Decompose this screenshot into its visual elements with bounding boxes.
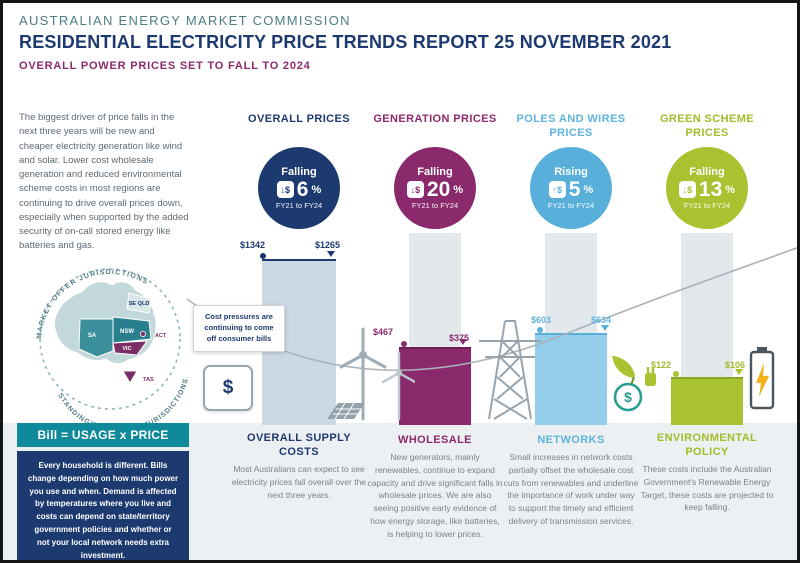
bill-note: Every household is different. Bills chan… bbox=[17, 451, 189, 560]
region-se-qld bbox=[126, 292, 152, 314]
region-vic bbox=[112, 340, 149, 356]
percent-value: 20 bbox=[426, 178, 451, 201]
svg-text:$: $ bbox=[624, 389, 632, 405]
arc-bottom-label: STANDING/REGULATED JURISDICTIONS bbox=[56, 377, 190, 425]
section-overall-supply-costs: OVERALL SUPPLY COSTS bbox=[246, 432, 351, 459]
section-networks: NETWORKS bbox=[537, 434, 605, 446]
region-sa bbox=[78, 318, 114, 358]
wholesale-start-value: $467 bbox=[373, 327, 394, 337]
dollar-arrow-up-icon: ↑ $ bbox=[548, 181, 566, 198]
lightning-bolt-icon bbox=[756, 363, 769, 397]
start-marker-dot bbox=[401, 341, 407, 347]
overall-end-value: $1265 bbox=[315, 240, 341, 250]
end-marker-arrow bbox=[735, 369, 743, 375]
section-environmental-policy: ENVIRONMENTAL POLICY bbox=[656, 432, 758, 459]
label-sa: SA bbox=[88, 333, 97, 339]
dashed-circle bbox=[39, 268, 181, 410]
column-title-overall: OVERALL PRICES bbox=[248, 113, 350, 125]
dollar-arrow-down-icon: ↓ $ bbox=[276, 181, 294, 198]
dollar-scroll-icon: $ bbox=[203, 365, 253, 411]
direction-label: Falling bbox=[417, 166, 453, 178]
section-wholesale: WHOLESALE bbox=[398, 434, 472, 446]
label-se-qld: SE QLD bbox=[129, 301, 150, 307]
ev-charging-icon: $ bbox=[612, 356, 656, 412]
column-title-poles: POLES AND WIRES PRICES bbox=[516, 113, 626, 139]
label-nsw: NSW bbox=[120, 329, 134, 335]
solar-panel-icon bbox=[327, 402, 365, 420]
start-marker-dot bbox=[537, 327, 543, 333]
start-marker-dot bbox=[673, 371, 679, 377]
body-environment: These costs include the Australian Gover… bbox=[640, 464, 774, 513]
body-wholesale: New generators, mainly renewables, conti… bbox=[367, 452, 503, 539]
column-title-generation: GENERATION PRICES bbox=[373, 113, 497, 125]
org-name: AUSTRALIAN ENERGY MARKET COMMISSION bbox=[19, 13, 351, 28]
environment-start-value: $122 bbox=[651, 360, 672, 370]
wind-solar-icon bbox=[327, 327, 415, 421]
body-networks: Small increases in network costs partial… bbox=[503, 452, 639, 526]
column-title-green: GREEN SCHEME PRICES bbox=[659, 113, 755, 139]
networks-end-value: $634 bbox=[591, 315, 612, 325]
region-tas bbox=[122, 370, 138, 384]
jurisdictions-map: MARKET OFFER JURISDICTIONS STANDING/REGU… bbox=[36, 268, 190, 425]
wholesale-end-value: $375 bbox=[449, 333, 470, 343]
percent-value: 13 bbox=[698, 178, 723, 201]
badge-poles: Rising ↑ $ 5% FY21 to FY24 bbox=[530, 147, 612, 229]
region-act-dot bbox=[140, 331, 147, 338]
intro-paragraph: The biggest driver of price falls in the… bbox=[19, 112, 189, 252]
environment-end-value: $106 bbox=[725, 360, 746, 370]
end-marker-arrow bbox=[459, 339, 467, 345]
networks-start-value: $603 bbox=[531, 315, 552, 325]
dollar-arrow-down-icon: ↓ $ bbox=[678, 181, 696, 198]
period-label: FY21 to FY24 bbox=[411, 201, 459, 210]
percent-value: 5 bbox=[568, 178, 581, 201]
page-subtitle: OVERALL POWER PRICES SET TO FALL TO 2024 bbox=[19, 60, 311, 72]
environment-bar bbox=[671, 377, 743, 425]
battery-icon bbox=[749, 347, 775, 410]
badge-green: Falling ↓ $ 13% FY21 to FY24 bbox=[666, 147, 748, 229]
end-marker-arrow bbox=[327, 251, 335, 257]
badge-generation: Falling ↓ $ 20% FY21 to FY24 bbox=[394, 147, 476, 229]
period-label: FY21 to FY24 bbox=[547, 201, 595, 210]
plug-icon bbox=[645, 373, 656, 386]
page-title: RESIDENTIAL ELECTRICITY PRICE TRENDS REP… bbox=[19, 32, 672, 52]
start-marker-dot bbox=[260, 253, 266, 259]
cost-pressures-callout: Cost pressures are continuing to come of… bbox=[193, 305, 285, 352]
direction-label: Falling bbox=[281, 166, 317, 178]
end-marker-arrow bbox=[601, 325, 609, 331]
direction-label: Rising bbox=[554, 166, 588, 178]
bill-formula: Bill = USAGE x PRICE bbox=[17, 423, 189, 447]
percent-value: 6 bbox=[296, 178, 309, 201]
body-overall: Most Australians can expect to see elect… bbox=[231, 464, 367, 500]
period-label: FY21 to FY24 bbox=[683, 201, 731, 210]
label-tas: TAS bbox=[143, 377, 154, 383]
label-act: ACT bbox=[155, 333, 167, 339]
direction-label: Falling bbox=[689, 166, 725, 178]
overall-start-value: $1342 bbox=[240, 240, 266, 250]
badge-overall: Falling ↓ $ 6% FY21 to FY24 bbox=[258, 147, 340, 229]
period-label: FY21 to FY24 bbox=[275, 201, 323, 210]
leaf-icon bbox=[612, 356, 635, 378]
label-vic: VIC bbox=[122, 346, 131, 352]
dollar-arrow-down-icon: ↓ $ bbox=[406, 181, 424, 198]
transmission-tower-icon bbox=[479, 320, 541, 420]
